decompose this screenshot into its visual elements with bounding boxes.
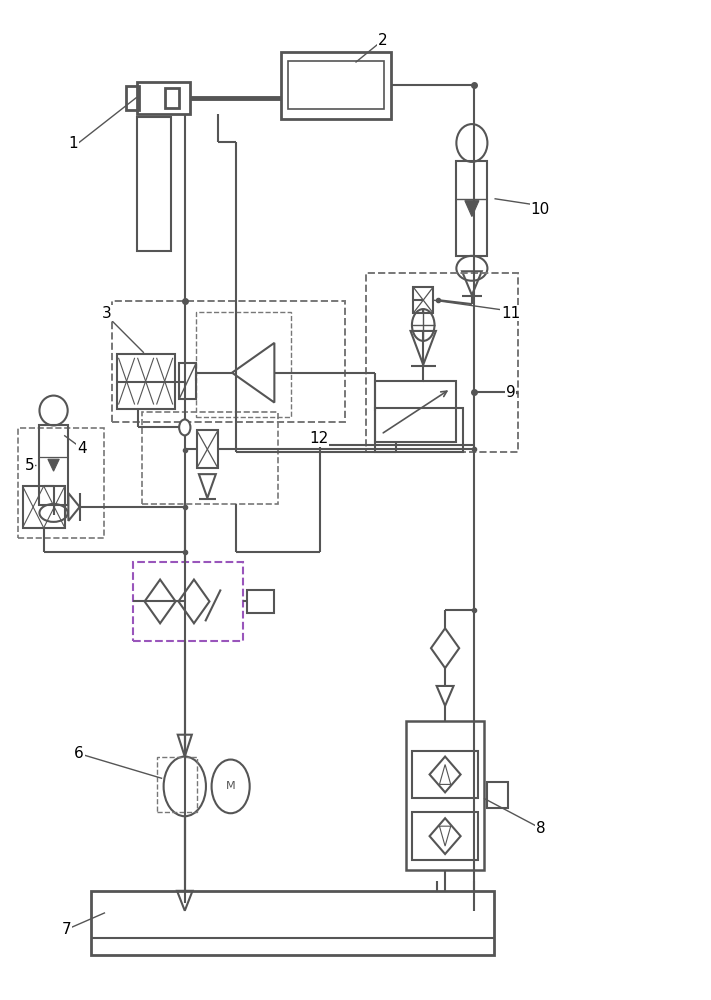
Text: 9: 9 xyxy=(506,385,515,400)
Text: 8: 8 xyxy=(535,821,545,836)
Bar xyxy=(247,589,274,613)
Bar xyxy=(196,312,292,417)
Text: 2: 2 xyxy=(378,33,387,48)
Bar xyxy=(137,82,190,114)
Bar xyxy=(165,88,179,108)
Circle shape xyxy=(179,419,191,435)
Polygon shape xyxy=(465,201,479,217)
Bar xyxy=(412,751,479,798)
Bar xyxy=(282,52,391,119)
Polygon shape xyxy=(48,459,59,471)
Bar xyxy=(375,408,464,452)
Text: 5: 5 xyxy=(25,458,34,473)
Text: 12: 12 xyxy=(309,431,328,446)
Bar xyxy=(406,721,484,870)
Bar xyxy=(127,86,139,110)
Bar xyxy=(112,301,345,422)
Bar xyxy=(413,287,433,313)
Bar xyxy=(142,412,278,504)
Bar xyxy=(133,562,242,641)
Bar xyxy=(197,430,218,468)
Text: M: M xyxy=(226,781,235,791)
Bar xyxy=(289,61,384,109)
Bar xyxy=(487,782,508,808)
Bar xyxy=(18,428,105,538)
Text: 11: 11 xyxy=(501,306,520,321)
Text: 4: 4 xyxy=(77,441,87,456)
Text: 6: 6 xyxy=(74,746,84,761)
Bar xyxy=(23,486,65,528)
Text: 7: 7 xyxy=(61,922,71,937)
Bar xyxy=(117,354,175,409)
Bar xyxy=(375,381,456,442)
Bar xyxy=(40,425,68,505)
Text: 3: 3 xyxy=(102,306,112,321)
Bar xyxy=(412,812,479,860)
Bar xyxy=(456,161,488,256)
Bar xyxy=(179,363,196,399)
Text: 10: 10 xyxy=(530,202,550,217)
Bar xyxy=(91,891,494,955)
Bar xyxy=(156,757,198,812)
Bar xyxy=(366,273,518,452)
Bar xyxy=(137,117,171,251)
Text: 1: 1 xyxy=(68,136,78,151)
